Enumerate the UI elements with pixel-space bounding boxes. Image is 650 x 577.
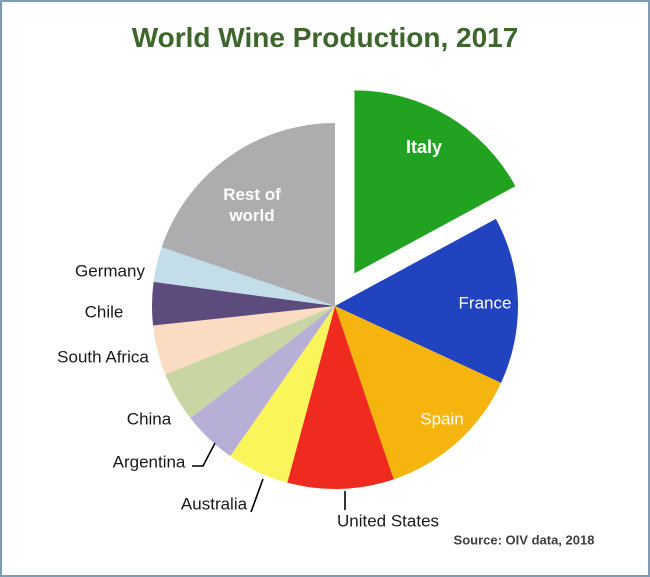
argentina-leader-line xyxy=(192,442,216,467)
pie-slice-italy xyxy=(354,90,516,274)
slice-label-france: France xyxy=(458,293,512,313)
slice-label-italy: Italy xyxy=(405,136,443,157)
pie-slice-australia xyxy=(230,306,335,483)
slice-label-rest-of-world: Rest of world xyxy=(223,184,281,225)
pie-slice-chile xyxy=(151,281,335,326)
pie-slice-south-africa xyxy=(153,306,335,375)
source-note: Source: OIV data, 2018 xyxy=(453,532,595,548)
pie-slice-france xyxy=(335,218,518,383)
slice-label-south-africa: South Africa xyxy=(57,347,149,367)
slice-label-united-states: United States xyxy=(336,511,440,531)
pie-slice-united-states xyxy=(287,306,394,489)
slice-label-argentina: Argentina xyxy=(112,452,186,472)
slice-label-germany: Germany xyxy=(75,261,145,281)
pie-slice-argentina xyxy=(190,306,335,457)
slice-label-australia: Australia xyxy=(180,494,248,514)
australia-leader-line xyxy=(250,478,264,513)
pie-slice-rest-of-world xyxy=(161,123,335,306)
pie-slice-germany xyxy=(153,247,335,306)
pie-slice-china xyxy=(165,306,335,419)
slice-label-china: China xyxy=(126,409,172,429)
slice-label-spain: Spain xyxy=(420,409,464,429)
pie-slice-spain xyxy=(335,306,502,480)
chart-title: World Wine Production, 2017 xyxy=(131,22,519,53)
slice-label-chile: Chile xyxy=(84,302,124,322)
